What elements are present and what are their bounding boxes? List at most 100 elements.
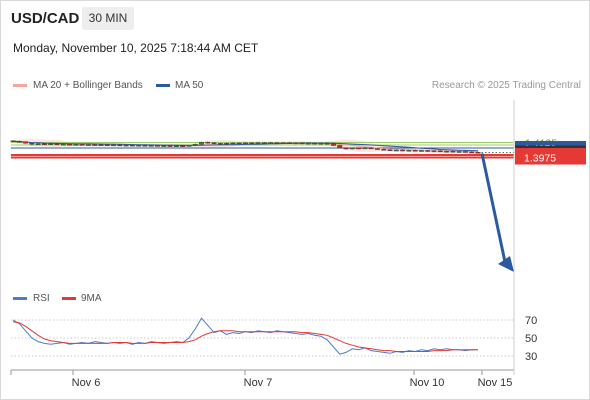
candle-body (117, 144, 123, 147)
x-tick-label-Nov-15: Nov 15 (478, 377, 513, 389)
candle-body (224, 142, 230, 145)
candle-body (167, 145, 173, 147)
candle-body (73, 144, 79, 146)
candle-body (199, 141, 204, 145)
candle-body (54, 143, 60, 146)
candle-body (387, 149, 393, 152)
rsi-line (12, 317, 478, 355)
candle-body (111, 144, 116, 147)
candle-body (35, 143, 41, 146)
candle-body (92, 144, 98, 146)
candle-body (129, 144, 135, 147)
candle-body (211, 142, 217, 145)
candle-body (381, 148, 387, 151)
candle-body (425, 150, 431, 152)
candle-body (293, 142, 299, 145)
bb-legend-swatch (13, 84, 27, 87)
candle-body (104, 144, 110, 147)
candle-body (217, 142, 223, 145)
candle-body (305, 142, 311, 145)
candle-body (98, 144, 104, 147)
candle-body (136, 144, 142, 147)
candle-body (261, 142, 267, 144)
candle-body (142, 144, 148, 147)
rsi-ma-line (12, 321, 478, 352)
forecast-arrow-head (498, 256, 514, 272)
candle-body (456, 151, 462, 153)
candle-body (230, 142, 236, 145)
candle-body (412, 149, 418, 152)
ma50-legend-swatch (156, 84, 170, 87)
rsi-legend-label: RSI (33, 293, 50, 304)
ma9-legend-label: 9MA (81, 293, 102, 304)
candle-body (318, 142, 324, 145)
rsi-tick-label-50: 50 (525, 333, 537, 345)
candle-body (161, 145, 167, 147)
rsi-tick-label-70: 70 (525, 315, 537, 327)
candle-body (406, 149, 412, 152)
instrument-title: USD/CAD (11, 10, 80, 27)
bb-legend-label: MA 20 + Bollinger Bands (33, 80, 143, 91)
candle-body (42, 143, 47, 146)
bollinger-band-fill (13, 139, 478, 154)
candle-body (368, 147, 374, 150)
candle-body (299, 142, 305, 145)
candle-body (287, 142, 292, 145)
candle-body (362, 147, 368, 150)
candle-body (60, 143, 66, 146)
forecast-arrow-shaft (480, 153, 507, 263)
candle-body (337, 145, 343, 149)
level-label-1.3975: 1.3975 (524, 153, 556, 165)
ma9-legend-swatch (62, 297, 76, 300)
candle-body (343, 147, 349, 150)
timestamp: Monday, November 10, 2025 7:18:44 AM CET (13, 41, 259, 55)
candle-body (10, 140, 16, 143)
candle-body (349, 147, 355, 150)
candle-body (155, 145, 160, 147)
candle-body (186, 145, 192, 147)
candle-body (268, 142, 274, 144)
candle-body (375, 148, 380, 150)
candle-body (48, 143, 54, 146)
candle-body (444, 150, 449, 153)
candle-body (419, 150, 424, 152)
rsi-tick-label-30: 30 (525, 351, 537, 363)
candle-body (67, 143, 72, 146)
candle-body (123, 144, 129, 147)
candle-body (280, 142, 286, 145)
candle-body (331, 143, 336, 146)
level-tag-1.3975 (515, 150, 586, 165)
candle-body (192, 143, 198, 146)
candle-body (255, 142, 261, 144)
interval-button[interactable]: 30 MIN (82, 7, 134, 30)
candle-body (23, 141, 28, 144)
credit-text: Research © 2025 Trading Central (431, 80, 581, 91)
rsi-legend-swatch (13, 297, 27, 300)
candle-body (356, 147, 362, 150)
candle-body (16, 140, 22, 143)
x-tick-label-Nov-7: Nov 7 (244, 377, 273, 389)
candle-body (312, 142, 318, 145)
candle-body (400, 149, 405, 152)
candle-body (243, 142, 248, 145)
candle-body (450, 150, 456, 153)
x-tick-label-Nov-6: Nov 6 (72, 377, 101, 389)
candle-body (431, 150, 437, 153)
ma50-legend-label: MA 50 (175, 80, 204, 91)
candle-body (437, 150, 443, 153)
ma50-line (12, 140, 479, 152)
candle-body (236, 142, 242, 145)
candle-body (393, 149, 399, 152)
candle-body (205, 141, 211, 144)
candle-body (324, 142, 330, 145)
candle-body (180, 145, 186, 147)
candle-body (86, 144, 91, 146)
candle-body (274, 142, 280, 144)
candle-body (469, 151, 475, 154)
candle-body (463, 151, 468, 153)
candle-body (249, 142, 255, 145)
candle-body (79, 144, 85, 146)
candle-body (29, 142, 35, 145)
candle-body (475, 151, 481, 154)
